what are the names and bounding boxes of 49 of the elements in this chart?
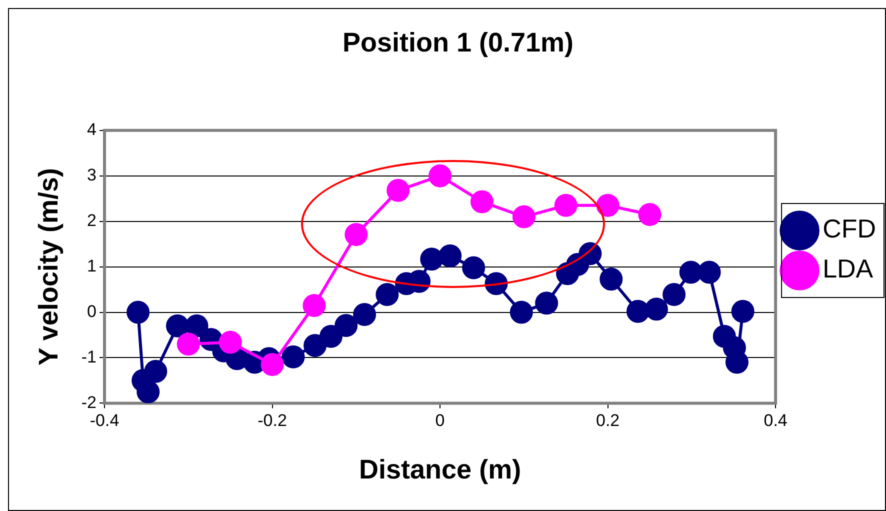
point [319,324,342,348]
y-tick-label: 4 [87,120,97,140]
point [438,244,462,268]
point [144,360,168,383]
point [470,190,494,214]
point [535,292,558,315]
point [304,334,327,357]
point [353,303,376,326]
x-axis-title: Distance (m) [359,454,522,484]
point [185,314,208,338]
x-tick-label: 0.4 [764,411,788,430]
x-tick-label: -0.2 [258,411,287,430]
point [512,205,536,228]
point [218,330,242,354]
point [420,248,444,271]
point [510,300,533,324]
y-tick-label: 1 [87,256,97,276]
point [334,314,358,337]
x-tick-label: 0 [435,411,445,430]
point [302,294,326,317]
y-tick-label: -2 [81,392,97,412]
x-tick-label: 0.2 [596,411,620,430]
x-tick-label: -0.4 [90,411,120,430]
point [600,268,623,291]
point [626,300,650,323]
point [662,283,686,306]
point [176,332,200,356]
y-tick-label: -1 [81,347,97,366]
y-axis-title: Y velocity (m/s) [34,168,64,366]
chart-title: Position 1 (0.71m) [342,28,574,58]
point [376,283,399,306]
point [386,178,410,202]
point [731,300,754,323]
point [596,194,620,217]
point [126,300,150,324]
point [638,203,662,226]
point [166,314,189,338]
y-tick-label: 3 [87,166,97,185]
legend-label: LDA [822,254,874,284]
point [428,164,452,188]
point [644,298,668,321]
point [344,223,368,246]
point [260,353,284,376]
point [554,194,578,217]
point [462,256,486,280]
legend-label: CFD [822,214,876,244]
y-tick-label: 0 [87,302,97,321]
y-tick-label: 2 [87,211,97,230]
point [282,345,305,368]
